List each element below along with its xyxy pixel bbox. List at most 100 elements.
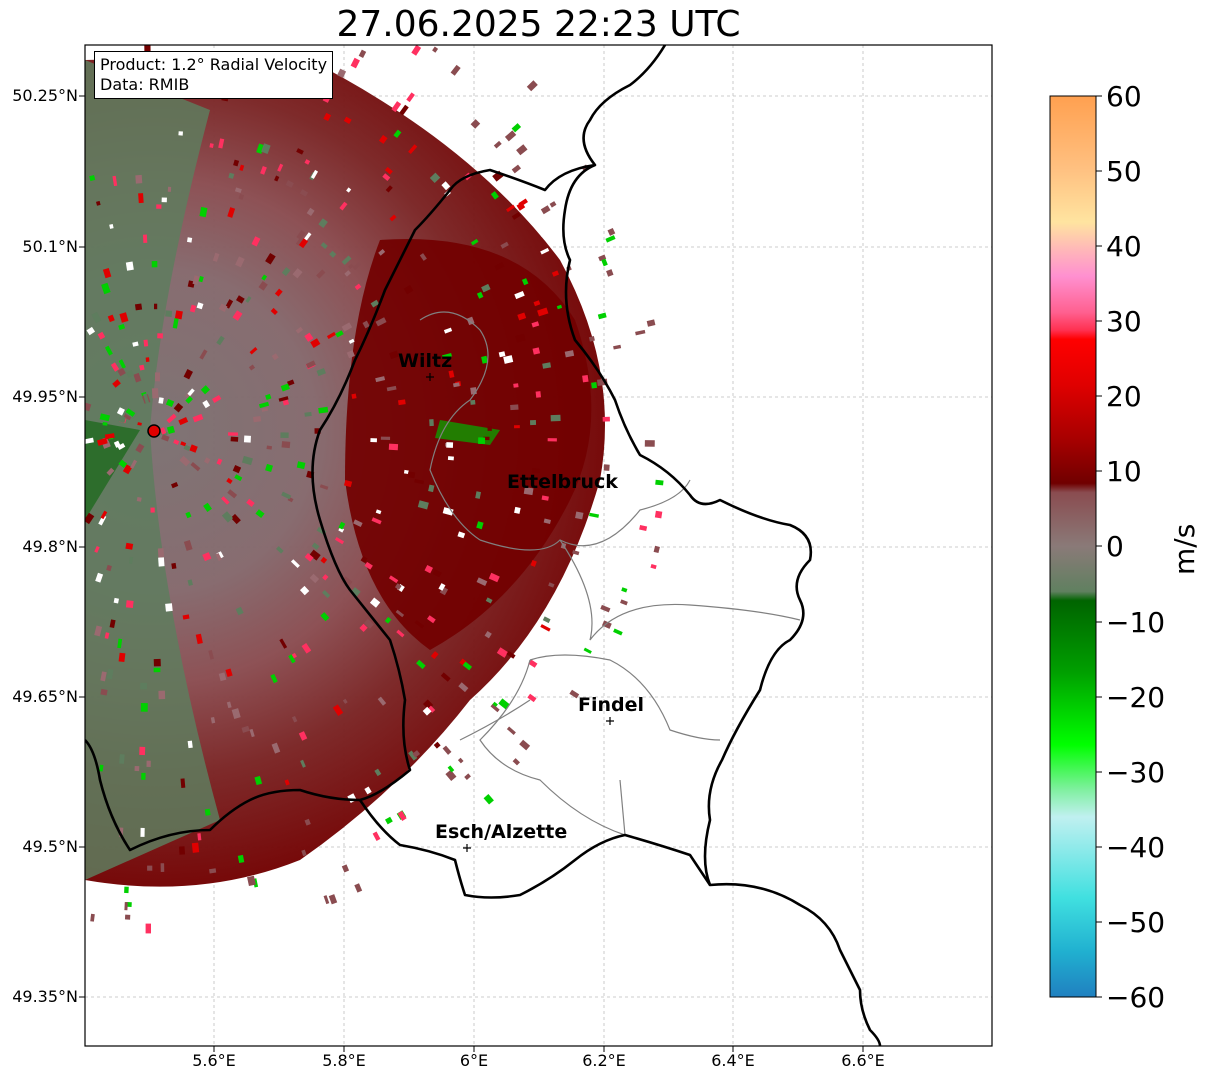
radar-pixel [620, 599, 628, 606]
radar-pixel [135, 443, 145, 454]
radar-pixel [650, 564, 657, 570]
radar-pixel [646, 319, 656, 327]
radar-pixel [374, 768, 382, 777]
radar-pixel [323, 895, 330, 905]
radar-pixel [225, 299, 234, 309]
radar-pixel [398, 399, 406, 406]
radar-pixel [241, 455, 253, 466]
radar-pixel [230, 436, 239, 442]
radar-pixel [337, 68, 347, 78]
radar-pixel [255, 509, 265, 519]
radar-pixel [530, 560, 537, 567]
radar-pixel [318, 218, 328, 228]
radar-pixel [335, 330, 344, 338]
radar-pixel [116, 407, 125, 416]
radar-pixel [180, 441, 187, 447]
radar-pixel [443, 327, 453, 334]
radar-pixel [178, 417, 189, 426]
radar-pixel [424, 565, 434, 574]
radar-pixel [112, 379, 121, 388]
radar-pixel [428, 484, 435, 493]
radar-pixel [192, 275, 200, 285]
radar-pixel [339, 201, 348, 211]
radar-pixel [282, 399, 290, 406]
radar-pixel [438, 583, 446, 591]
radar-pixel [542, 616, 551, 624]
radar-pixel [343, 480, 353, 488]
radar-pixel [354, 883, 363, 893]
radar-pixel [218, 138, 225, 149]
radar-pixel [132, 341, 139, 347]
radar-pixel [274, 288, 283, 297]
radar-pixel [384, 816, 393, 825]
radar-pixel [139, 364, 145, 371]
radar-pixel [408, 750, 418, 761]
radar-pixel [135, 174, 143, 184]
y-tick-label: 49.35°N [12, 987, 78, 1006]
radar-pixel [145, 357, 150, 362]
radar-pixel [395, 609, 405, 618]
radar-pixel [279, 638, 288, 649]
radar-pixel [613, 344, 622, 350]
radar-pixel [140, 682, 148, 690]
radar-pixel [243, 435, 251, 443]
radar-pixel [260, 166, 267, 175]
radar-pixel [183, 444, 191, 451]
radar-pixel [511, 123, 522, 133]
radar-pixel [320, 556, 328, 564]
radar-pixel [202, 399, 211, 409]
radar-pixel [90, 913, 95, 922]
radar-pixel [412, 750, 421, 758]
data-source-label: Data: RMIB [100, 75, 190, 94]
radar-pixel [96, 437, 108, 446]
radar-pixel [582, 375, 589, 383]
radar-pixel [151, 261, 158, 268]
radar-pixel [124, 914, 131, 920]
region-boundaries [419, 311, 801, 836]
radar-pixel [301, 643, 312, 654]
y-tick-label: 49.65°N [12, 687, 78, 706]
radar-pixel [515, 333, 526, 343]
radar-pixel [369, 597, 381, 608]
radar-pixel [158, 557, 165, 567]
radar-pixel [118, 323, 126, 331]
radar-pixel [348, 338, 355, 344]
y-tick-label: 49.8°N [22, 537, 78, 556]
radar-pixel [146, 760, 151, 767]
radar-pixel [309, 573, 320, 584]
radar-pixel [591, 382, 598, 389]
radar-pixel [583, 647, 592, 654]
radar-pixel [346, 350, 355, 359]
radar-pixel [133, 372, 142, 383]
radar-pixel [173, 439, 180, 445]
radar-pixel [187, 579, 193, 586]
radar-pixel [280, 432, 289, 439]
radar-pixel [118, 459, 128, 469]
radar-pixel [518, 198, 528, 207]
city-label-findel: Findel [578, 694, 645, 716]
radar-pixel [187, 740, 193, 749]
radar-pixel [143, 393, 150, 404]
radar-pixel [493, 140, 502, 149]
radar-pixel [448, 370, 455, 378]
radar-pixel [117, 367, 126, 377]
radar-pixel [97, 331, 106, 340]
radar-pixel [236, 295, 245, 304]
radar-pixel [130, 459, 138, 469]
radar-pixel [298, 238, 309, 249]
radar-pixel [386, 385, 397, 392]
radar-pixel [125, 542, 134, 550]
radar-pixel [227, 489, 238, 499]
radar-pixel [526, 80, 538, 92]
radar-pixel [351, 393, 357, 399]
radar-pixel [109, 619, 116, 629]
colorbar-tick-label: 50 [1106, 155, 1142, 188]
radar-pixel [182, 614, 190, 620]
radar-pixel [187, 388, 195, 397]
radar-pixel [166, 425, 176, 435]
radar-pixel [270, 307, 278, 316]
radar-pixel [378, 134, 388, 144]
radar-pixel [118, 652, 126, 663]
radar-pixel [388, 575, 399, 584]
